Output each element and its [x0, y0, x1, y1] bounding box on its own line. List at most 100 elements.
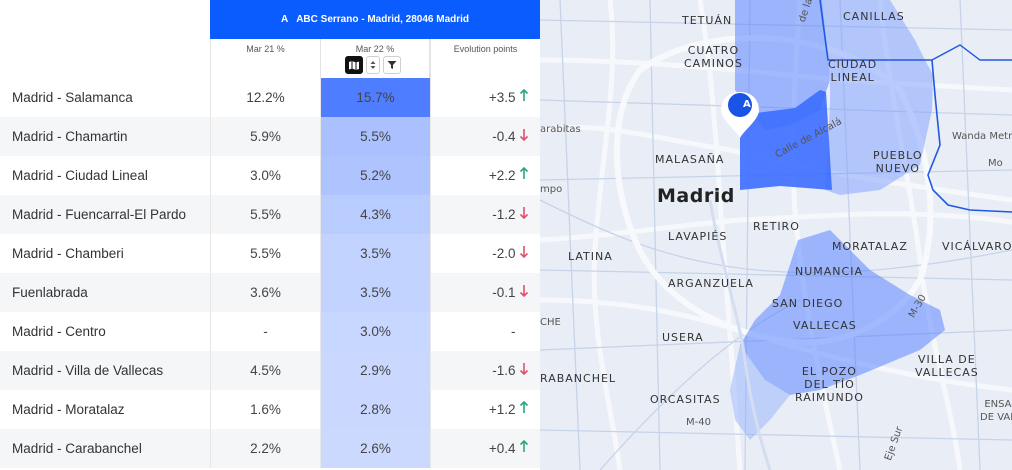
evolution-value: +1.2 — [488, 402, 516, 417]
evolution-cell: - — [430, 312, 540, 351]
evolution-value: +2.2 — [488, 168, 516, 183]
table-row[interactable]: Madrid - Chamberi 5.5% 3.5% -2.0 — [0, 234, 540, 273]
map-view[interactable]: A TETUÁN CANILLAS CUATRO CAMINOS CIUDAD … — [540, 0, 1012, 470]
results-table: A ABC Serrano - Madrid, 28046 Madrid Mar… — [0, 0, 540, 468]
evolution-value: -1.6 — [492, 363, 516, 378]
district-name: Madrid - Villa de Vallecas — [12, 363, 164, 378]
table-row[interactable]: Madrid - Centro -3.0% - — [0, 312, 540, 351]
district-name: Fuenlabrada — [12, 285, 88, 300]
evolution-cell: -0.1 — [430, 273, 540, 312]
evolution-value: +3.5 — [488, 90, 516, 105]
map-label-tetuan: TETUÁN — [682, 14, 733, 27]
evolution-value: -0.1 — [492, 285, 516, 300]
table-row[interactable]: Madrid - Chamartin 5.9% 5.5% -0.4 — [0, 117, 540, 156]
map-label-vallecas: VALLECAS — [793, 319, 857, 332]
evolution-cell: +3.5 — [430, 78, 540, 117]
evolution-cell: +1.2 — [430, 390, 540, 429]
mar21-value: 5.5% — [210, 234, 320, 273]
arrow-down-icon — [519, 285, 529, 297]
evolution-cell: -1.6 — [430, 351, 540, 390]
mar21-value: 3.0% — [210, 156, 320, 195]
arrow-up-icon — [519, 167, 529, 179]
table-row[interactable]: Madrid - Salamanca 12.2% 15.7% +3.5 — [0, 78, 540, 117]
filter-icon[interactable] — [383, 56, 401, 74]
mar21-value: - — [210, 312, 320, 351]
mar21-value: 3.6% — [210, 273, 320, 312]
map-label-ciudad-lineal: CIUDAD LINEAL — [828, 58, 878, 84]
map-label-orcasitas: ORCASITAS — [650, 393, 721, 406]
mar22-value: 3.0% — [320, 312, 430, 351]
mar22-value: 3.5% — [320, 234, 430, 273]
map-label-vicalvaro: VICÁLVARO — [942, 240, 1012, 253]
mar22-value: 2.9% — [320, 351, 430, 390]
arrow-down-icon — [519, 207, 529, 219]
column-header-evolution[interactable]: Evolution points — [430, 39, 540, 78]
sort-icon[interactable] — [366, 56, 380, 74]
evolution-value: - — [511, 324, 516, 339]
mar22-value: 5.5% — [320, 117, 430, 156]
evolution-value: -0.4 — [492, 129, 516, 144]
table-row[interactable]: Fuenlabrada 3.6% 3.5% -0.1 — [0, 273, 540, 312]
mar22-value: 2.8% — [320, 390, 430, 429]
evolution-cell: -0.4 — [430, 117, 540, 156]
table-row[interactable]: Madrid - Villa de Vallecas 4.5% 2.9% -1.6 — [0, 351, 540, 390]
map-label-wanda: Wanda Metr — [952, 131, 1012, 142]
map-label-usera: USERA — [662, 331, 704, 344]
district-name: Madrid - Chamartin — [12, 129, 128, 144]
evolution-value: +0.4 — [488, 441, 516, 456]
district-name: Madrid - Salamanca — [12, 90, 133, 105]
district-ciudad-lineal — [820, 0, 933, 195]
map-canvas[interactable] — [540, 0, 1012, 470]
location-pin-icon[interactable] — [721, 92, 759, 138]
table-row[interactable]: Madrid - Carabanchel 2.2% 2.6% +0.4 — [0, 429, 540, 468]
map-label-arganzuela: ARGANZUELA — [668, 277, 754, 290]
district-name: Madrid - Ciudad Lineal — [12, 168, 148, 183]
table-row[interactable]: Madrid - Moratalaz 1.6% 2.8% +1.2 — [0, 390, 540, 429]
mar21-value: 5.9% — [210, 117, 320, 156]
arrow-down-icon — [519, 363, 529, 375]
map-label-cuatro-caminos: CUATRO CAMINOS — [684, 44, 743, 70]
mar21-value: 12.2% — [210, 78, 320, 117]
location-marker-letter: A — [280, 14, 289, 25]
map-label-madrid: Madrid — [657, 185, 735, 207]
evolution-cell: -2.0 — [430, 234, 540, 273]
mar21-value: 5.5% — [210, 195, 320, 234]
map-label-latina: LATINA — [568, 250, 613, 263]
map-label-malasana: MALASAÑA — [655, 153, 725, 166]
table-row[interactable]: Madrid - Ciudad Lineal 3.0% 5.2% +2.2 — [0, 156, 540, 195]
mar21-value: 2.2% — [210, 429, 320, 468]
map-label-numancia: NUMANCIA — [795, 265, 863, 278]
arrow-up-icon — [519, 440, 529, 452]
map-label-retiro: RETIRO — [753, 220, 800, 233]
map-label-mo: Mo — [988, 158, 1003, 169]
district-name: Madrid - Chamberi — [12, 246, 124, 261]
evolution-cell: +2.2 — [430, 156, 540, 195]
map-label-villa-de-vallecas: VILLA DE VALLECAS — [915, 353, 979, 379]
district-name: Madrid - Moratalaz — [12, 402, 125, 417]
map-label-mpo: mpo — [540, 184, 563, 195]
map-label-san-diego: SAN DIEGO — [772, 297, 844, 310]
map-label-arabitas: arabitas — [540, 124, 581, 135]
district-chamartin — [735, 0, 830, 130]
evolution-cell: -1.2 — [430, 195, 540, 234]
district-name: Madrid - Fuencarral-El Pardo — [12, 207, 187, 222]
mar22-value: 5.2% — [320, 156, 430, 195]
district-name: Madrid - Centro — [12, 324, 106, 339]
table-row[interactable]: Madrid - Fuencarral-El Pardo 5.5% 4.3% -1.2 — [0, 195, 540, 234]
mar22-value: 4.3% — [320, 195, 430, 234]
map-label-moratalaz: MORATALAZ — [832, 240, 908, 253]
map-pin-letter: A — [743, 99, 751, 110]
district-name: Madrid - Carabanchel — [12, 441, 142, 456]
arrow-up-icon — [519, 401, 529, 413]
mar22-value: 3.5% — [320, 273, 430, 312]
map-label-canillas: CANILLAS — [843, 10, 905, 23]
column-header-mar22[interactable]: Mar 22 % — [320, 39, 430, 78]
map-label-el-pozo: EL POZO DEL TÍO RAIMUNDO — [795, 365, 864, 404]
evolution-cell: +0.4 — [430, 429, 540, 468]
map-label-m40: M-40 — [686, 417, 711, 428]
arrow-down-icon — [519, 246, 529, 258]
map-icon[interactable] — [345, 56, 363, 74]
map-label-lavapies: LAVAPIÉS — [668, 230, 728, 243]
column-header-mar21[interactable]: Mar 21 % — [210, 39, 320, 78]
mar22-value: 15.7% — [320, 78, 430, 117]
